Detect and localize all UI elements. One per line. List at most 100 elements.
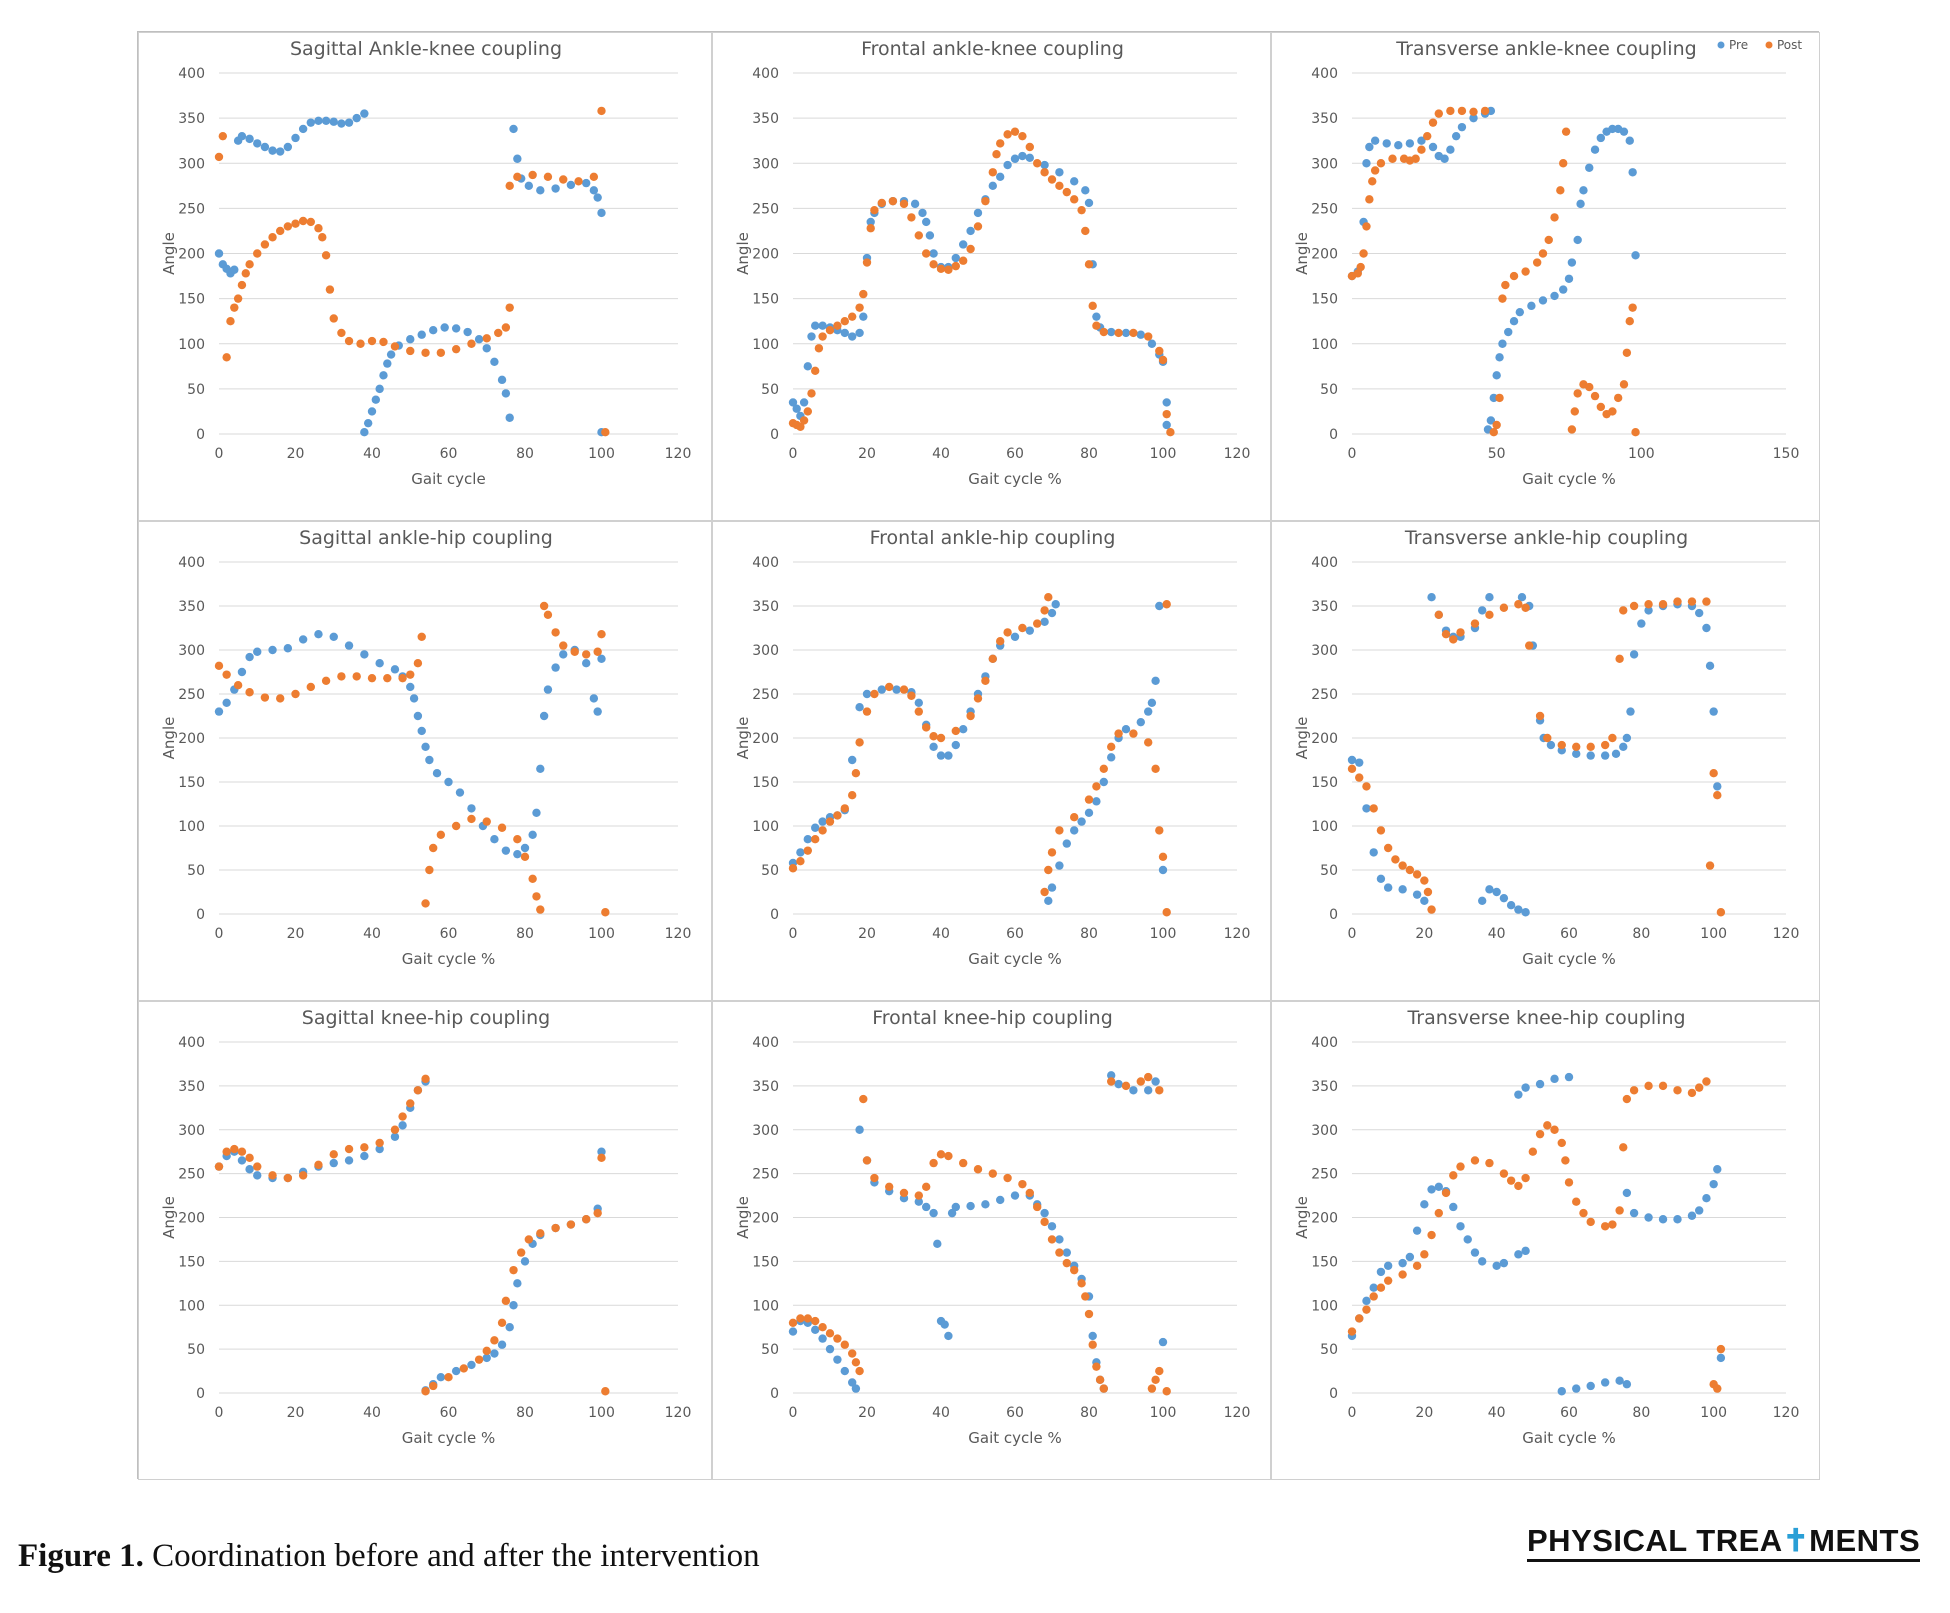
data-point-post xyxy=(574,177,583,186)
x-tick-label: 80 xyxy=(516,926,534,942)
data-point-pre xyxy=(1040,617,1049,627)
data-point-post xyxy=(1420,876,1429,885)
y-tick-label: 0 xyxy=(1329,427,1338,443)
data-point-post xyxy=(582,650,591,659)
data-point-post xyxy=(459,1364,468,1373)
data-point-pre xyxy=(851,1384,861,1393)
data-point-post xyxy=(899,1188,909,1198)
data-point-pre xyxy=(1025,626,1034,635)
y-tick-label: 300 xyxy=(752,1123,779,1139)
data-point-post xyxy=(1155,1086,1164,1095)
data-point-pre xyxy=(497,1340,507,1349)
data-point-pre xyxy=(1382,139,1391,148)
data-point-pre xyxy=(1572,1384,1581,1393)
data-point-pre xyxy=(1521,908,1530,917)
data-point-post xyxy=(543,172,553,181)
x-tick-label: 60 xyxy=(1560,1405,1578,1421)
data-point-post xyxy=(818,1322,827,1332)
data-point-post xyxy=(1625,316,1634,326)
y-tick-label: 400 xyxy=(752,1035,779,1051)
data-point-pre xyxy=(1092,312,1101,321)
data-point-post xyxy=(1456,1162,1465,1171)
data-point-pre xyxy=(1010,1191,1020,1200)
data-point-pre xyxy=(455,788,465,797)
data-point-pre xyxy=(593,707,602,716)
data-point-post xyxy=(379,337,388,347)
data-point-post xyxy=(1003,628,1012,637)
data-point-post xyxy=(840,316,849,326)
data-point-post xyxy=(497,823,507,832)
data-point-post xyxy=(1615,654,1624,663)
data-point-pre xyxy=(788,1327,798,1336)
y-tick-label: 400 xyxy=(752,555,779,571)
y-tick-label: 250 xyxy=(1311,1167,1338,1183)
y-tick-label: 400 xyxy=(1311,555,1338,571)
data-point-post xyxy=(1441,1188,1451,1198)
data-point-post xyxy=(929,732,938,741)
data-point-post xyxy=(1062,187,1071,197)
data-point-post xyxy=(524,1235,534,1244)
data-point-post xyxy=(1543,733,1552,743)
data-point-post xyxy=(833,1334,842,1343)
data-point-pre xyxy=(1470,1248,1480,1257)
data-point-pre xyxy=(1162,398,1171,407)
data-point-post xyxy=(1398,861,1407,870)
x-tick-label: 120 xyxy=(1224,1405,1251,1421)
data-point-post xyxy=(1521,267,1530,276)
data-point-post xyxy=(390,1125,400,1134)
y-tick-label: 100 xyxy=(178,337,205,353)
data-point-pre xyxy=(582,659,591,668)
y-tick-label: 0 xyxy=(770,907,779,923)
data-point-post xyxy=(825,817,835,826)
data-point-pre xyxy=(1644,606,1653,615)
chart-svg: Frontal knee-hip coupling050100150200250… xyxy=(734,1007,1251,1447)
y-tick-label: 200 xyxy=(178,247,205,263)
data-point-post xyxy=(551,1223,560,1233)
data-point-post xyxy=(1538,249,1548,258)
data-point-post xyxy=(1136,1077,1145,1086)
data-point-post xyxy=(1376,1283,1386,1292)
data-point-post xyxy=(1446,106,1455,116)
data-point-post xyxy=(1025,1188,1034,1198)
journal-logo: PHYSICAL TREA✝MENTS xyxy=(1527,1523,1921,1562)
y-tick-label: 0 xyxy=(770,427,779,443)
chart-title: Frontal ankle-knee coupling xyxy=(861,38,1124,60)
data-point-post xyxy=(283,1173,293,1183)
data-point-post xyxy=(1347,764,1357,773)
data-point-post xyxy=(1070,813,1079,822)
data-point-pre xyxy=(818,817,827,826)
data-point-pre xyxy=(1608,124,1617,134)
data-point-pre xyxy=(925,231,935,240)
y-tick-label: 300 xyxy=(752,156,779,172)
data-point-post xyxy=(1081,226,1090,236)
data-point-pre xyxy=(910,199,920,209)
data-point-pre xyxy=(1062,1248,1071,1257)
y-tick-label: 400 xyxy=(178,555,205,571)
data-point-post xyxy=(421,899,430,908)
data-point-pre xyxy=(1362,1296,1371,1306)
data-point-pre xyxy=(1499,1258,1509,1268)
data-point-pre xyxy=(1572,749,1581,759)
data-point-post xyxy=(1411,154,1420,163)
data-point-post xyxy=(559,175,568,184)
data-point-pre xyxy=(803,835,812,844)
data-point-post xyxy=(291,219,300,228)
data-point-post xyxy=(1423,887,1433,897)
data-point-post xyxy=(1495,393,1504,403)
data-point-post xyxy=(1556,186,1565,195)
y-tick-label: 100 xyxy=(1311,1298,1338,1314)
data-point-pre xyxy=(1576,199,1585,209)
data-point-post xyxy=(899,199,909,209)
y-tick-label: 150 xyxy=(752,775,779,791)
data-point-pre xyxy=(1420,896,1429,905)
data-point-post xyxy=(1570,407,1579,416)
y-axis-label: Angle xyxy=(1293,232,1311,275)
data-point-pre xyxy=(1559,285,1568,294)
data-point-pre xyxy=(1070,826,1079,835)
data-point-pre xyxy=(1673,1215,1682,1224)
data-point-post xyxy=(1040,168,1049,177)
data-point-post xyxy=(1687,1088,1697,1098)
data-point-pre xyxy=(474,335,484,344)
chart-panel-5: Frontal ankle-hip coupling 0 50 100 150 200 25… xyxy=(712,521,1271,1001)
x-tick-label: 100 xyxy=(1150,926,1177,942)
